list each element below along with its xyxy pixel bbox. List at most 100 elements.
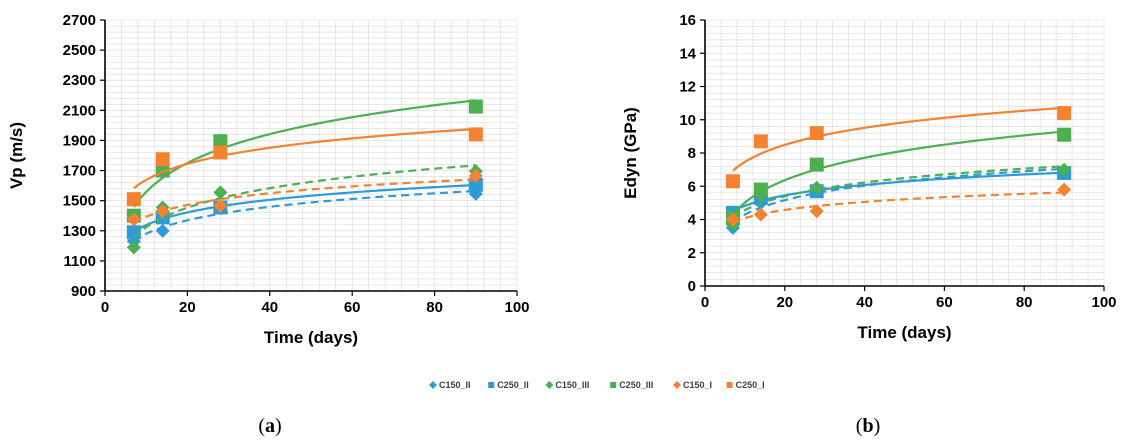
data-point-c150-iii xyxy=(809,180,824,195)
chart-panel-a: 0 20 40 60 80 100 900 1100 1300 1500 1700 1900 2100 2… xyxy=(7,12,530,347)
legend-item-c250-ii: C250_II xyxy=(488,380,529,390)
y-tick-label: 900 xyxy=(71,283,96,300)
legend-label: C250_I xyxy=(736,380,765,390)
data-point-c250-iii xyxy=(213,134,228,149)
data-point-c250-iii xyxy=(753,182,768,197)
trendline-c250-iii xyxy=(132,99,476,208)
panel-label-b: (b) xyxy=(856,415,880,437)
y-tick-label: 10 xyxy=(679,112,696,129)
data-point-c250-i xyxy=(468,127,483,142)
data-point-c150-iii xyxy=(213,185,228,200)
legend-marker xyxy=(673,381,681,389)
y-tick-label: 1900 xyxy=(63,132,96,149)
y-tick-label: 6 xyxy=(688,178,696,195)
y-tick-label: 14 xyxy=(679,45,696,62)
legend-label: C150_I xyxy=(683,380,712,390)
y-tick-label: 1700 xyxy=(63,163,96,180)
trendline-c250-i xyxy=(133,127,476,190)
trendline-c150-i xyxy=(732,191,1065,224)
data-point-c250-i xyxy=(155,152,170,167)
data-point-c150-i xyxy=(725,212,740,227)
x-axis-title: Time (days) xyxy=(264,328,358,347)
y-tick-label: 1300 xyxy=(63,223,96,240)
trendline-c250-ii xyxy=(133,183,476,233)
trendline-c250-iii xyxy=(732,130,1065,215)
legend-item-c150-iii: C150_III xyxy=(545,380,589,390)
data-point-c150-i xyxy=(1057,182,1072,197)
y-axis-title: Vp (m/s) xyxy=(7,122,26,189)
data-point-c250-iii xyxy=(1057,127,1072,142)
x-axis-title: Time (days) xyxy=(857,323,951,342)
data-point-c250-ii xyxy=(126,225,141,240)
x-tick-label: 80 xyxy=(1016,294,1033,311)
x-tick-label: 80 xyxy=(426,299,443,316)
legend-label: C250_III xyxy=(619,380,653,390)
chart-panel-b: 0 20 40 60 80 100 0 2 4 6 8 10 12 14 16 Time (days) Edyn… xyxy=(621,12,1117,342)
data-point-c150-i xyxy=(126,212,141,227)
x-tick-label: 40 xyxy=(261,299,278,316)
y-tick-label: 12 xyxy=(679,79,696,96)
data-point-c250-i xyxy=(809,126,824,141)
data-point-c250-i xyxy=(126,192,141,207)
data-point-c150-iii xyxy=(1057,162,1072,177)
series-c250-i xyxy=(725,106,1072,189)
data-point-c150-i xyxy=(468,168,483,183)
series-c150-i xyxy=(725,182,1072,227)
data-point-c150-i xyxy=(213,198,228,213)
legend-label: C150_II xyxy=(439,380,471,390)
y-tick-label: 1500 xyxy=(63,193,96,210)
series-c250-i xyxy=(126,127,483,207)
series-c250-iii xyxy=(725,127,1072,225)
legend-item-c250-i: C250_I xyxy=(726,380,765,390)
trendline-c250-i xyxy=(732,106,1065,172)
data-point-c250-i xyxy=(753,134,768,149)
legend: C150_II C250_II C150_III C250_III C150_I C250… xyxy=(429,380,765,390)
y-tick-label: 4 xyxy=(688,212,697,229)
panel-label-a: (a) xyxy=(258,415,281,437)
series-c150-ii xyxy=(725,165,1072,235)
legend-marker xyxy=(726,382,733,388)
data-point-c250-i xyxy=(1057,106,1072,121)
y-tick-label: 2500 xyxy=(63,42,96,59)
y-tick-label: 2100 xyxy=(63,102,96,119)
y-tick-label: 2 xyxy=(688,245,696,262)
series-c150-iii xyxy=(126,164,483,255)
data-point-c150-iii xyxy=(126,240,141,255)
data-point-c250-ii xyxy=(468,177,483,192)
y-axis-title: Edyn (GPa) xyxy=(621,107,640,199)
legend-marker xyxy=(488,382,495,388)
x-tick-label: 0 xyxy=(101,299,109,316)
data-point-c250-i xyxy=(213,145,228,160)
y-tick-label: 0 xyxy=(688,278,696,295)
grid xyxy=(704,19,1105,287)
x-tick-label: 20 xyxy=(776,294,793,311)
trendline-c150-ii xyxy=(133,189,476,242)
legend-item-c250-iii: C250_III xyxy=(610,380,653,390)
y-tick-label: 2700 xyxy=(63,12,96,29)
x-tick-label: 100 xyxy=(1091,294,1116,311)
series-c250-iii xyxy=(126,99,483,223)
data-point-c150-ii xyxy=(155,223,170,238)
x-tick-label: 40 xyxy=(856,294,873,311)
legend-marker xyxy=(545,381,554,389)
y-tick-label: 1100 xyxy=(63,253,96,270)
legend-marker xyxy=(429,381,437,389)
x-tick-label: 0 xyxy=(701,294,709,311)
x-tick-label: 20 xyxy=(179,299,196,316)
x-tick-label: 60 xyxy=(344,299,361,316)
trendline-c150-i xyxy=(133,178,476,224)
data-point-c150-i xyxy=(809,204,824,219)
series-c150-i xyxy=(126,168,483,227)
legend-label: C150_III xyxy=(555,380,589,390)
legend-label: C250_II xyxy=(497,380,529,390)
data-point-c250-iii xyxy=(809,157,824,172)
data-point-c150-i xyxy=(155,204,170,219)
legend-item-c150-i: C150_I xyxy=(673,380,712,390)
grid xyxy=(104,19,518,292)
x-tick-label: 60 xyxy=(936,294,953,311)
data-point-c150-i xyxy=(753,207,768,222)
y-tick-label: 8 xyxy=(688,145,696,162)
trendline-c150-iii xyxy=(133,164,476,239)
trendline-c150-iii xyxy=(732,165,1065,219)
